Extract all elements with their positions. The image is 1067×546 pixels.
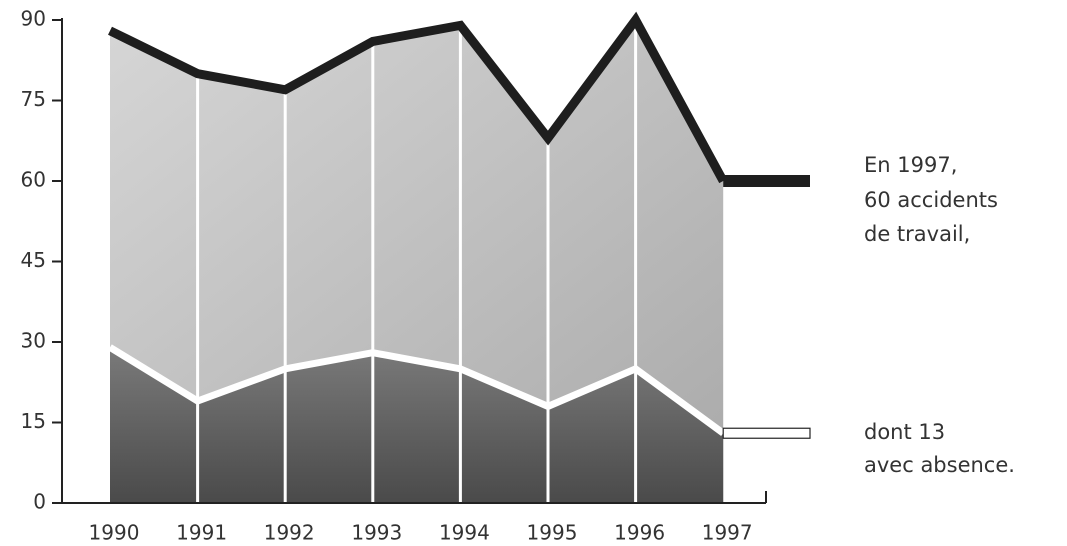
annotation: dont 13 — [864, 420, 945, 444]
area-fill — [110, 347, 724, 503]
x-tick-label: 1993 — [351, 521, 402, 545]
x-tick-label: 1997 — [702, 521, 753, 545]
y-tick-label: 15 — [21, 409, 46, 433]
annotation: En 1997, — [864, 153, 957, 177]
annotation: de travail, — [864, 222, 970, 246]
x-tick-label: 1995 — [527, 521, 578, 545]
y-tick-label: 30 — [21, 329, 46, 353]
annotation: 60 accidents — [864, 188, 998, 212]
y-tick-label: 75 — [21, 87, 46, 111]
y-tick-label: 0 — [33, 490, 46, 514]
y-tick-label: 45 — [21, 248, 46, 272]
plot-area: 0 15 30 45 60 75 90 1990 1991 1992 1993 1994 1995 199… — [21, 7, 1015, 545]
x-tick-label: 1990 — [89, 521, 140, 545]
y-tick-label: 90 — [21, 7, 46, 31]
x-tick-label: 1991 — [176, 521, 227, 545]
x-tick-label: 1992 — [264, 521, 315, 545]
x-tick-label: 1994 — [439, 521, 490, 545]
series-line — [108, 11, 728, 184]
value-extension — [722, 427, 811, 439]
y-tick-label: 60 — [21, 168, 46, 192]
annotation: avec absence. — [864, 453, 1015, 477]
series-line — [108, 344, 726, 437]
x-tick-label: 1996 — [614, 521, 665, 545]
